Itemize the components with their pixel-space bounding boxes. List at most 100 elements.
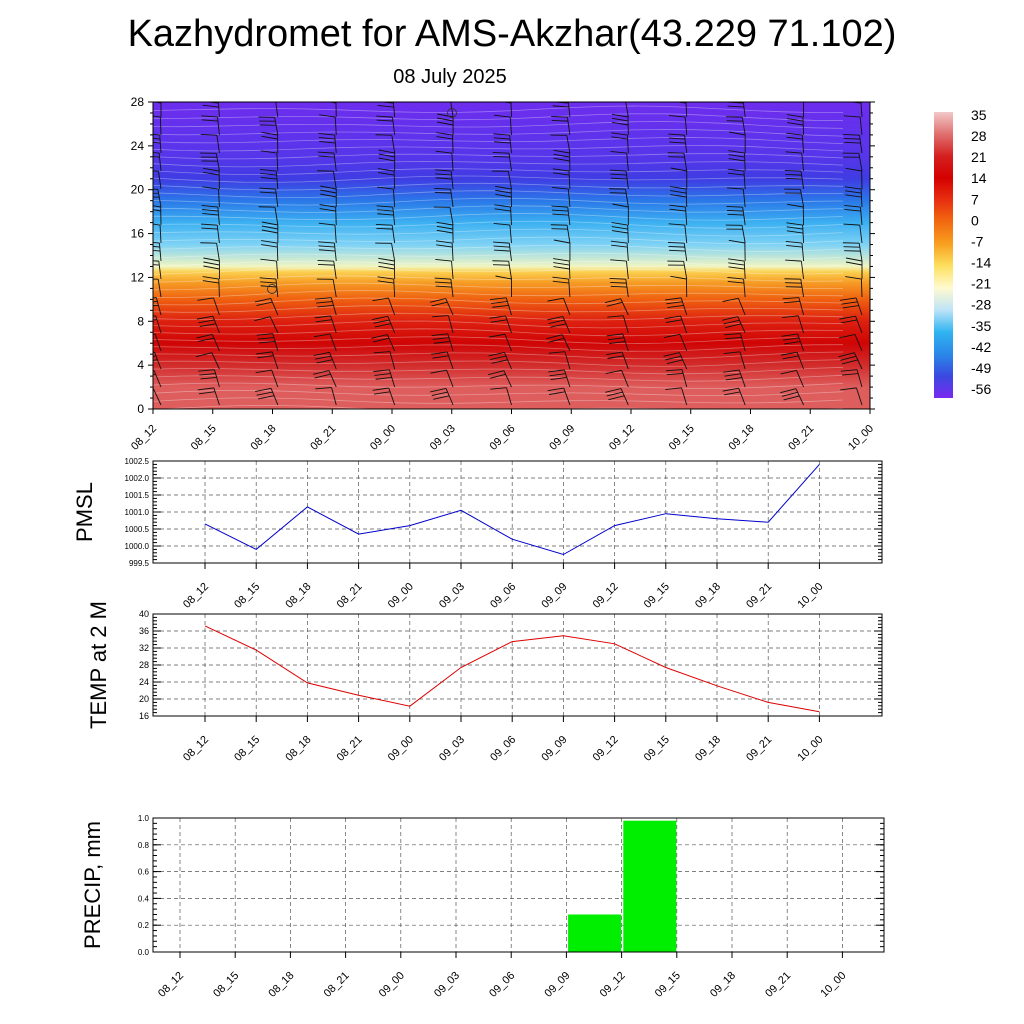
wind-barb-feather	[607, 315, 624, 318]
wind-barb-feather	[609, 277, 626, 280]
wind-barb-feather	[494, 208, 511, 212]
wind-barb-feather	[495, 275, 512, 280]
wind-barb-feather	[377, 168, 395, 172]
x-tick-label: 10_00	[795, 734, 825, 764]
wind-barb-staff	[216, 225, 220, 244]
wind-barb-staff	[566, 225, 571, 244]
wind-barb-staff	[158, 261, 162, 280]
wind-barb-feather	[437, 117, 454, 122]
wind-barb-feather	[435, 285, 452, 288]
wind-barb-feather	[552, 187, 569, 190]
wind-barb-feather	[436, 244, 453, 248]
wind-barb-feather	[319, 140, 336, 144]
y-tick-label: 24	[131, 139, 145, 153]
contour-line	[153, 336, 844, 345]
wind-barb-staff	[332, 279, 337, 298]
wind-barb-staff	[743, 171, 746, 190]
x-tick-label: 09_12	[591, 581, 621, 611]
wind-barb-feather	[841, 301, 858, 305]
wind-barb-feather	[372, 387, 389, 391]
wind-barb-feather	[840, 355, 857, 361]
contour-line	[153, 351, 844, 360]
wind-barb-feather	[666, 301, 683, 305]
wind-barb-feather	[318, 263, 335, 266]
wind-barb-staff	[853, 352, 863, 370]
contour-line	[153, 404, 844, 409]
grid-lines	[153, 461, 882, 563]
wind-barb-feather	[546, 315, 563, 321]
x-tick-label: 09_00	[377, 970, 407, 1000]
wind-barb-staff	[856, 387, 863, 406]
wind-barb-staff	[214, 369, 220, 388]
x-tick-label: 09_18	[727, 423, 757, 453]
wind-barb-feather	[725, 377, 742, 381]
x-tick-label: 10_00	[795, 581, 825, 611]
wind-barb-feather	[256, 351, 273, 355]
wind-barb-staff	[158, 153, 162, 172]
wind-barb-staff	[216, 135, 220, 154]
wind-barb-feather	[721, 316, 738, 321]
wind-barb-staff	[392, 207, 396, 226]
x-tick-label: 09_21	[744, 581, 774, 611]
wind-barb-feather	[785, 259, 802, 262]
wind-barb-feather	[258, 395, 275, 400]
wind-barb-feather	[495, 189, 512, 194]
wind-barb-feather	[786, 132, 803, 136]
wind-barb-feather	[553, 153, 570, 158]
wind-barb-staff	[684, 117, 688, 136]
wind-barb-staff	[329, 352, 337, 370]
contour-line	[153, 328, 844, 337]
wind-barb-staff	[858, 153, 863, 172]
wind-barb-feather	[664, 297, 682, 301]
wind-barb-feather	[728, 150, 745, 154]
wind-barb-feather	[493, 155, 510, 158]
wind-barb-feather	[435, 150, 452, 154]
wind-barb-feather	[256, 301, 273, 307]
y-axis-label: TEMP at 2 M	[86, 601, 111, 729]
wind-barb-feather	[663, 333, 681, 338]
wind-barb-staff	[856, 369, 863, 388]
wind-barb-feather	[727, 187, 744, 190]
x-tick-label: 09_21	[786, 423, 816, 453]
wind-barb-feather	[153, 319, 157, 321]
series-line	[204, 464, 820, 556]
wind-barb-feather	[196, 315, 214, 320]
wind-barb-feather	[374, 373, 391, 376]
wind-barb-feather	[434, 187, 451, 190]
wind-barb-staff	[452, 134, 454, 154]
wind-barb-feather	[552, 105, 569, 108]
wind-barb-staff	[860, 189, 863, 208]
wind-barb-feather	[435, 281, 452, 284]
wind-barb-staff	[447, 315, 454, 334]
y-tick-label: 4	[137, 358, 144, 372]
wind-barb-feather	[153, 297, 157, 299]
wind-barb-feather	[373, 319, 390, 324]
y-tick-label: 0.4	[138, 894, 150, 903]
wind-barb-feather	[153, 359, 158, 361]
colorbar-label: -42	[971, 339, 991, 355]
wind-barb-feather	[552, 168, 570, 172]
contour-line	[153, 145, 844, 152]
wind-barb-feather	[606, 391, 623, 397]
wind-barb-staff	[626, 261, 629, 280]
wind-barb-feather	[548, 369, 565, 373]
colorbar-label: -35	[971, 318, 991, 334]
wind-barb-feather	[153, 133, 160, 136]
wind-barb-feather	[373, 369, 390, 373]
wind-barb-feather	[315, 297, 332, 300]
wind-barb-feather	[261, 225, 278, 230]
wind-barb-feather	[663, 352, 680, 357]
wind-barb-feather	[845, 261, 863, 266]
wind-barb-feather	[327, 102, 337, 104]
contour-line	[153, 374, 844, 382]
wind-barb-feather	[495, 97, 511, 99]
wind-barb-staff	[510, 207, 512, 226]
wind-barb-staff	[680, 315, 688, 334]
y-tick-label: 20	[139, 694, 149, 704]
wind-barb-feather	[668, 115, 686, 118]
wind-barb-staff	[858, 243, 863, 262]
wind-barb-feather	[838, 352, 855, 358]
wind-barb-feather	[372, 297, 389, 302]
wind-barb-feather	[203, 257, 220, 262]
